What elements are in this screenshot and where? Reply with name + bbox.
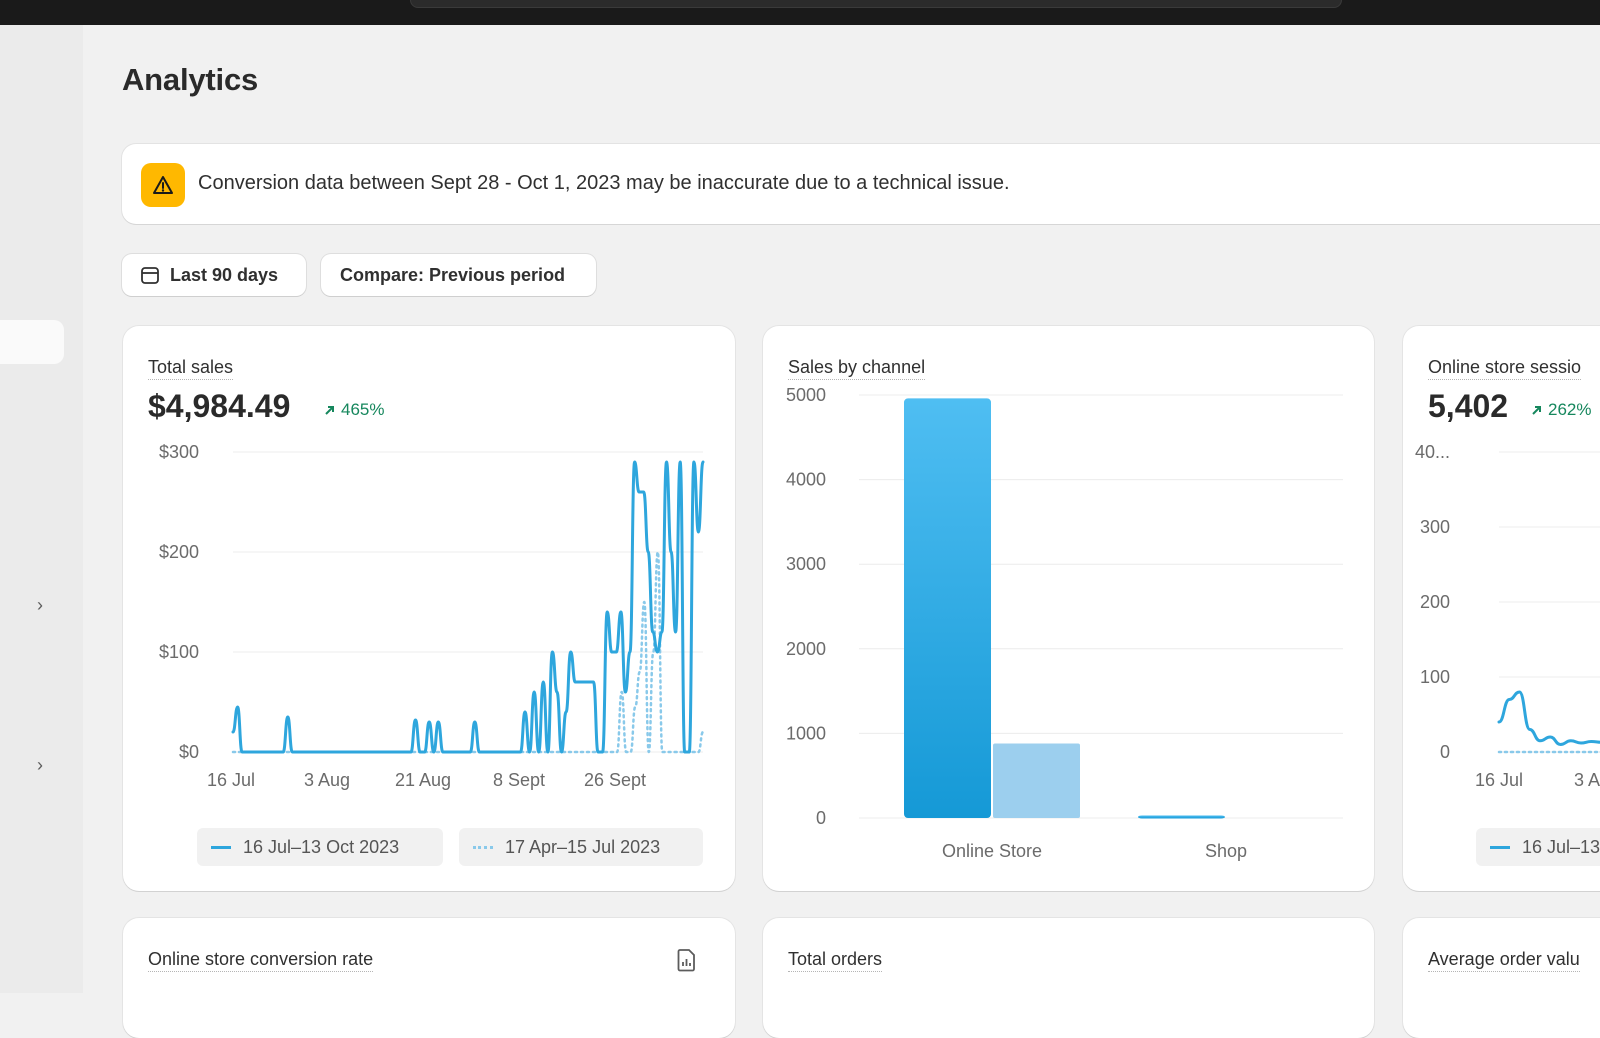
- x-tick-label: 16 Jul: [1475, 770, 1523, 790]
- total-sales-delta: 465%: [323, 400, 384, 420]
- x-tick-label: 26 Sept: [584, 770, 646, 790]
- current-period-line: [1497, 690, 1600, 746]
- total-orders-card[interactable]: Total orders: [763, 918, 1374, 1038]
- total-sales-chart: $0 $100 $200 $300 16 Jul 3 Aug 21 Aug 8 Sept 26 …: [159, 442, 705, 790]
- top-bar: [0, 0, 1600, 25]
- sidebar: › ›: [0, 25, 83, 993]
- y-tick-label: 100: [1420, 667, 1450, 687]
- legend-previous-label: 17 Apr–15 Jul 2023: [505, 836, 661, 857]
- total-sales-title[interactable]: Total sales: [148, 357, 234, 380]
- total-sales-delta-value: 465%: [341, 400, 385, 419]
- arrow-up-right-icon: [325, 406, 334, 415]
- total-sales-card[interactable]: Total sales $4,984.49 465% $0 $100 $200 $30…: [123, 326, 735, 891]
- average-order-value-card[interactable]: Average order valu: [1403, 918, 1600, 1038]
- legend-current-label: 16 Jul–13 Oct 2023: [243, 836, 400, 857]
- warning-icon: [141, 163, 185, 207]
- calendar-icon: [140, 265, 160, 285]
- sales-by-channel-title[interactable]: Sales by channel: [788, 357, 926, 380]
- warning-banner: Conversion data between Sept 28 - Oct 1,…: [122, 144, 1600, 224]
- x-tick-label: 8 Sept: [493, 770, 545, 790]
- conversion-rate-title[interactable]: Online store conversion rate: [148, 949, 374, 972]
- legend-current-label: 16 Jul–13: [1522, 836, 1600, 857]
- avg-order-value-title[interactable]: Average order valu: [1428, 949, 1580, 972]
- y-tick-label: 1000: [786, 723, 826, 743]
- legend-current-period[interactable]: 16 Jul–13 Oct 2023: [197, 828, 443, 866]
- arrow-up-right-icon: [1532, 406, 1541, 415]
- y-tick-label: 5000: [786, 385, 826, 405]
- page-title: Analytics: [122, 62, 259, 97]
- chevron-right-icon[interactable]: ›: [37, 755, 43, 775]
- date-range-label: Last 90 days: [170, 264, 279, 285]
- chevron-right-icon[interactable]: ›: [37, 595, 43, 615]
- x-tick-label: 16 Jul: [207, 770, 255, 790]
- compare-button[interactable]: Compare: Previous period: [321, 254, 596, 296]
- y-tick-label: $0: [179, 742, 199, 762]
- total-sales-value: $4,984.49: [148, 388, 291, 424]
- online-store-sessions-card[interactable]: Online store sessio 5,402 262% 0 100 200 30…: [1403, 326, 1600, 891]
- compare-label: Compare: Previous period: [340, 264, 566, 285]
- y-tick-label: $200: [159, 542, 199, 562]
- bar: [1138, 815, 1225, 819]
- report-icon[interactable]: [676, 948, 698, 977]
- y-tick-label: 200: [1420, 592, 1450, 612]
- date-range-button[interactable]: Last 90 days: [122, 254, 306, 296]
- bar: [904, 398, 991, 818]
- search-bar[interactable]: [410, 0, 1342, 8]
- total-orders-title[interactable]: Total orders: [788, 949, 883, 972]
- x-tick-label: 3 Aug: [304, 770, 350, 790]
- bar: [993, 743, 1080, 818]
- legend-current-period[interactable]: 16 Jul–13: [1476, 828, 1600, 866]
- sidebar-item-analytics[interactable]: [0, 320, 64, 364]
- legend-previous-period[interactable]: 17 Apr–15 Jul 2023: [459, 828, 703, 866]
- legend-swatch-solid: [1490, 845, 1510, 849]
- sessions-value: 5,402: [1428, 388, 1509, 424]
- sessions-chart: 0 100 200 300 40... 16 Jul 3 A: [1415, 442, 1600, 790]
- sessions-title[interactable]: Online store sessio: [1428, 357, 1582, 380]
- x-category-label: Online Store: [942, 841, 1042, 861]
- y-tick-label: 40...: [1415, 442, 1450, 462]
- y-tick-label: $300: [159, 442, 199, 462]
- sales-by-channel-chart: 0 1000 2000 3000 4000 5000 Online Store Shop: [786, 385, 1343, 861]
- x-tick-label: 21 Aug: [395, 770, 451, 790]
- legend-swatch-dotted: [473, 845, 493, 849]
- y-tick-label: 300: [1420, 517, 1450, 537]
- y-tick-label: 0: [1440, 742, 1450, 762]
- banner-text: Conversion data between Sept 28 - Oct 1,…: [198, 172, 1010, 194]
- y-tick-label: 4000: [786, 470, 826, 490]
- sales-by-channel-card[interactable]: Sales by channel 0 1000 2000 3000 4000 5000 On…: [763, 326, 1374, 891]
- y-tick-label: 3000: [786, 554, 826, 574]
- y-tick-label: 2000: [786, 639, 826, 659]
- legend-swatch-solid: [211, 845, 231, 849]
- x-tick-label: 3 A: [1574, 770, 1600, 790]
- sessions-delta-value: 262%: [1548, 400, 1592, 419]
- x-category-label: Shop: [1205, 841, 1247, 861]
- y-tick-label: 0: [816, 808, 826, 828]
- sessions-delta: 262%: [1530, 400, 1591, 420]
- conversion-rate-card[interactable]: Online store conversion rate: [123, 918, 735, 1038]
- current-period-line: [231, 460, 705, 754]
- y-tick-label: $100: [159, 642, 199, 662]
